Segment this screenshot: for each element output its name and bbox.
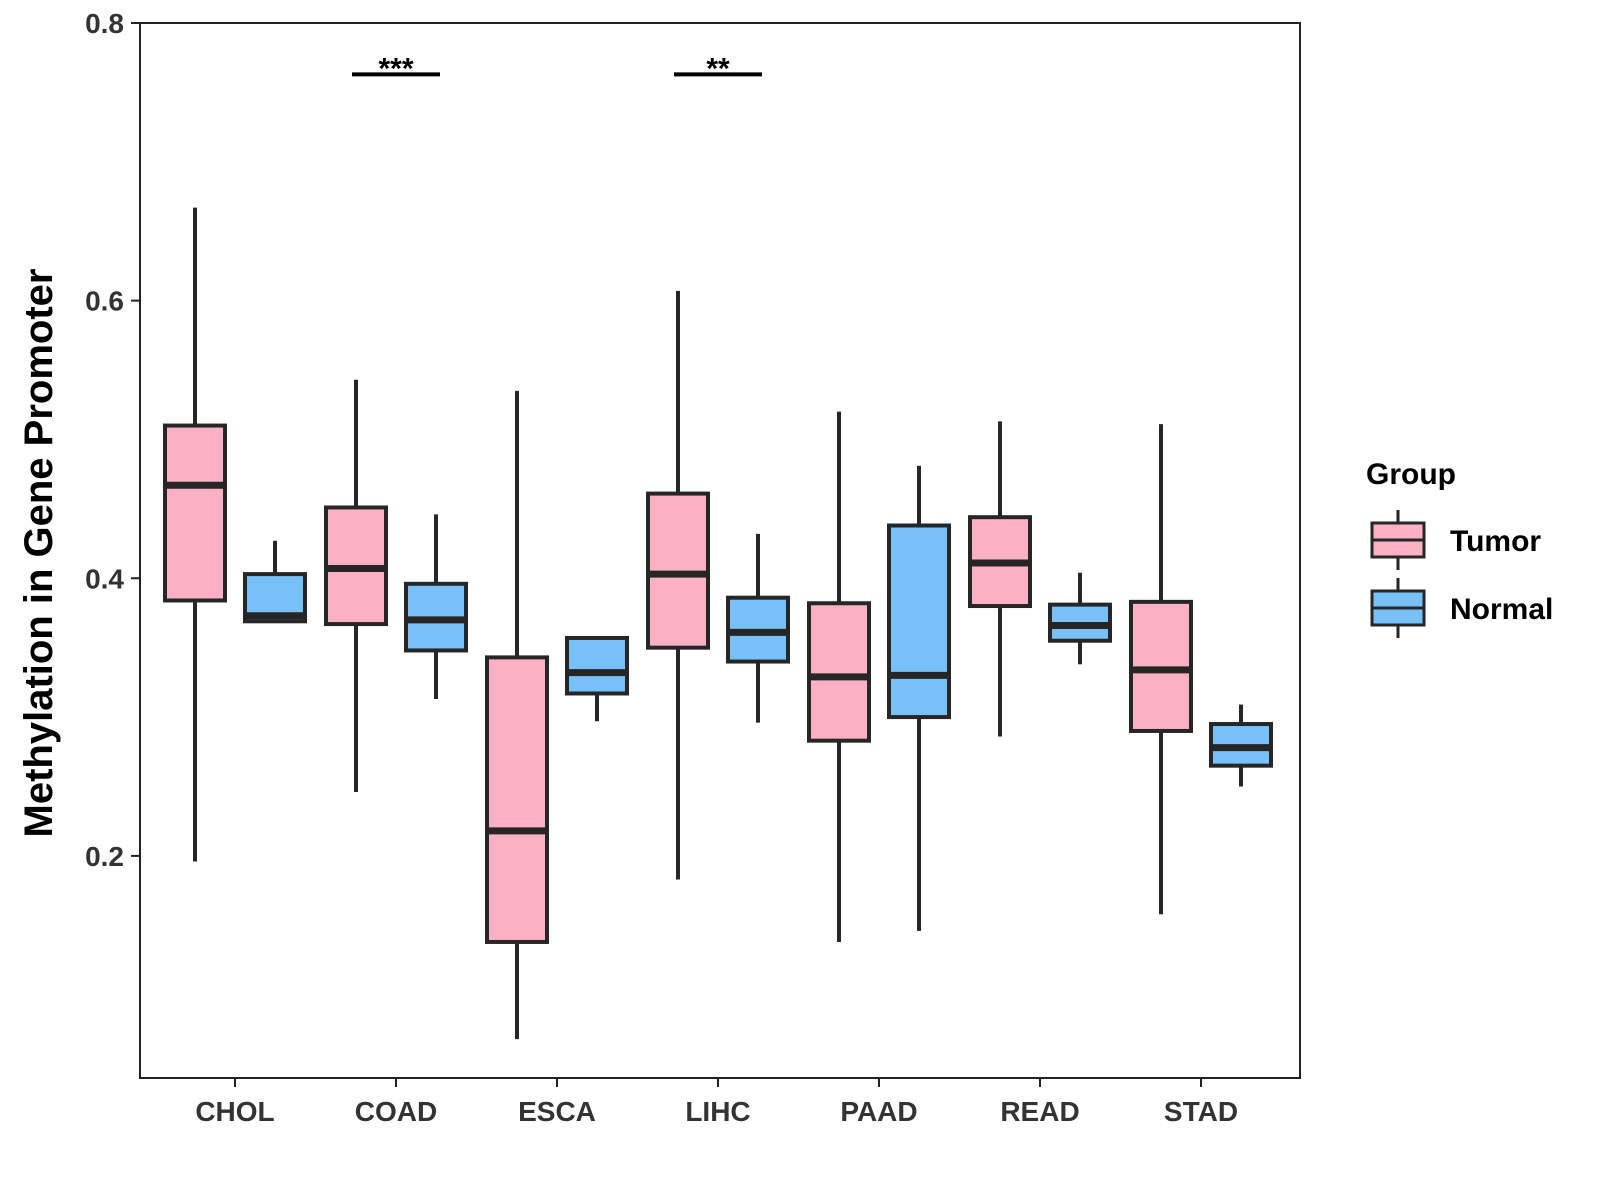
box-tumor-lihc: [646, 290, 710, 880]
box-tumor-read: [968, 421, 1032, 737]
x-tick-label: ESCA: [518, 1096, 596, 1127]
box-normal-stad: [1209, 704, 1273, 787]
x-tick-label: PAAD: [840, 1096, 917, 1127]
legend-entry-tumor: Tumor: [1370, 510, 1541, 570]
y-tick-label: 0.4: [85, 563, 124, 594]
legend-label: Normal: [1450, 593, 1553, 626]
box-body: [565, 635, 629, 696]
y-axis-label: Methylation in Gene Promoter: [17, 269, 61, 838]
box-tumor-esca: [485, 390, 549, 1040]
y-tick-label: 0.6: [85, 286, 124, 317]
legend-label: Tumor: [1450, 525, 1541, 558]
box-body: [887, 523, 951, 720]
x-tick-label: LIHC: [685, 1096, 750, 1127]
legend: Group Tumor Normal: [1366, 458, 1553, 638]
legend-entry-normal: Normal: [1370, 578, 1553, 638]
y-axis: 0.2 0.4 0.6 0.8: [85, 8, 141, 1078]
box-tumor-stad: [1129, 424, 1193, 915]
plot-panel: [139, 22, 1301, 1079]
x-tick-label: STAD: [1164, 1096, 1238, 1127]
box-normal-lihc: [726, 533, 790, 723]
box-normal-paad: [887, 465, 951, 931]
box-body: [485, 655, 549, 944]
plot-content: *** **: [163, 52, 1273, 1040]
x-tick-label: READ: [1000, 1096, 1079, 1127]
box-tumor-paad: [807, 411, 871, 942]
significance-bracket: ***: [352, 52, 440, 85]
legend-title: Group: [1366, 458, 1456, 491]
box-normal-chol: [243, 540, 307, 624]
y-tick-label: 0.8: [85, 8, 124, 39]
significance-bracket: **: [674, 52, 762, 85]
box-body: [163, 423, 227, 603]
x-axis: CHOL COAD ESCA LIHC PAAD READ STAD: [140, 1077, 1300, 1127]
y-tick-label: 0.2: [85, 841, 124, 872]
x-tick-label: COAD: [355, 1096, 437, 1127]
box-body: [807, 601, 871, 743]
box-normal-esca: [565, 635, 629, 722]
significance-label: ***: [378, 52, 413, 85]
x-tick-label: CHOL: [195, 1096, 274, 1127]
legend-entries: Tumor Normal: [1370, 510, 1553, 638]
significance-label: **: [706, 52, 730, 85]
box-normal-coad: [404, 514, 468, 700]
box-tumor-chol: [163, 207, 227, 862]
box-normal-read: [1048, 572, 1112, 665]
box-tumor-coad: [324, 379, 388, 793]
